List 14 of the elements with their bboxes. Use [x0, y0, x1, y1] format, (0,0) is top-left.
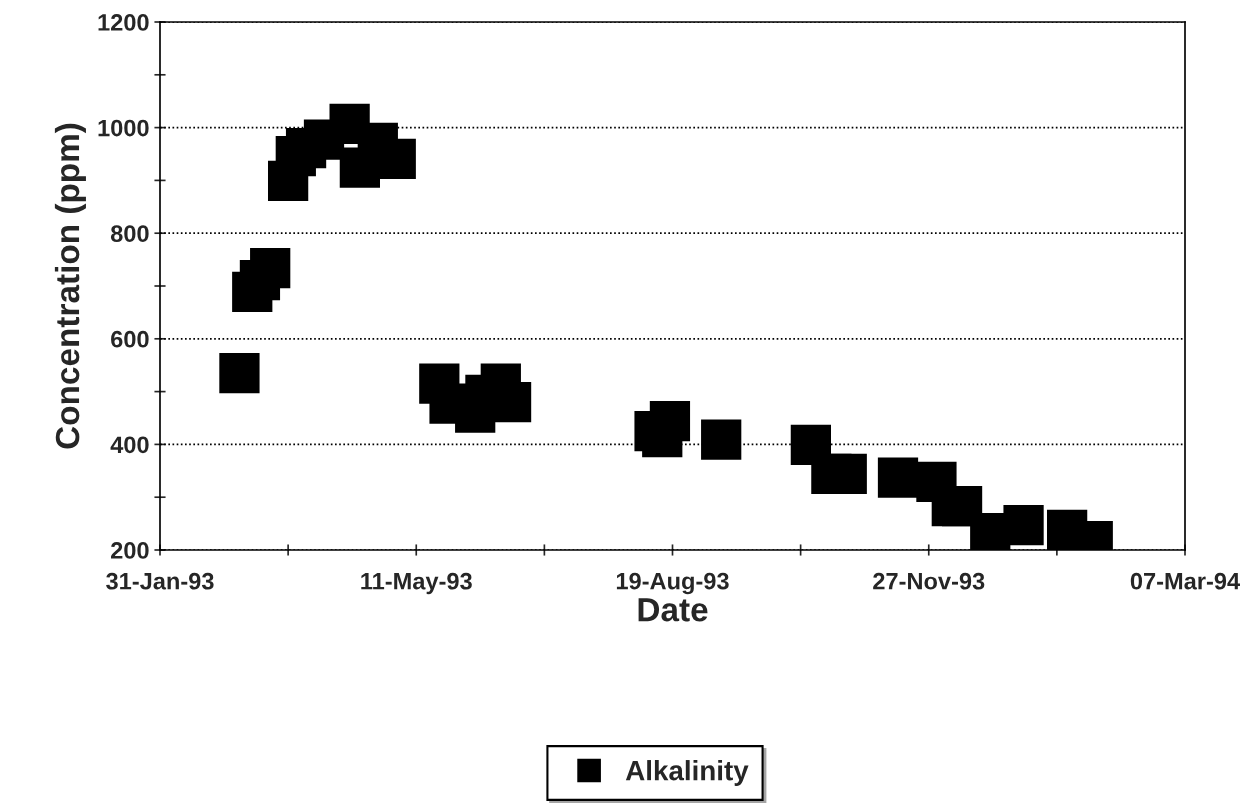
y-axis-title: Concentration (ppm) [54, 123, 86, 449]
x-tick-label: 19-Aug-93 [616, 572, 729, 595]
y-tick-label: 1200 [98, 14, 149, 31]
y-tick-label: 200 [111, 542, 149, 559]
y-tick-label: 1000 [98, 119, 149, 137]
x-tick-label: 27-Nov-93 [873, 572, 985, 590]
x-tick-label: 31-Jan-93 [106, 572, 214, 590]
y-tick-label: 800 [110, 225, 149, 242]
y-tick-label: 400 [110, 436, 149, 454]
x-tick-label: 11-May-93 [361, 572, 472, 595]
x-axis-title: Date [638, 598, 708, 622]
x-tick-label: 07-Mar-94 [1130, 572, 1240, 590]
legend-label: Alkalinity [625, 760, 749, 786]
y-tick-label: 600 [111, 330, 149, 348]
